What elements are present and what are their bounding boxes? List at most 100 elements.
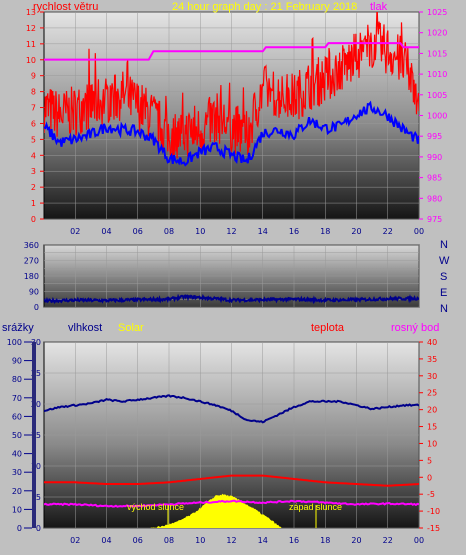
temperature-tick-label: 25 xyxy=(427,389,437,398)
wind-time-tick-label: 00 xyxy=(414,227,424,236)
temperature-tick-label: 40 xyxy=(427,338,437,347)
pressure-series xyxy=(44,42,419,61)
temperature-series xyxy=(44,474,419,487)
temperature-tick-label: -15 xyxy=(427,524,440,533)
climate-time-tick-label: 22 xyxy=(383,536,393,545)
wind-time-tick-label: 20 xyxy=(351,227,361,236)
wind-gust-series xyxy=(44,12,419,159)
temperature-tick-label: 0 xyxy=(427,473,432,482)
wind-time-tick-label: 06 xyxy=(133,227,143,236)
direction-tick-label: 90 xyxy=(29,288,39,297)
climate-time-tick-label: 20 xyxy=(351,536,361,545)
climate-time-tick-label: 18 xyxy=(320,536,330,545)
pressure-tick-label: 990 xyxy=(427,153,442,162)
wind-tick-label: 0 xyxy=(31,215,36,224)
wind-time-tick-label: 10 xyxy=(195,227,205,236)
humidity-series xyxy=(44,394,419,424)
rain-label: srážky xyxy=(2,322,34,334)
wind-time-tick-label: 16 xyxy=(289,227,299,236)
rain-tick-label: 50 xyxy=(12,431,22,440)
rain-tick-label: 30 xyxy=(12,468,22,477)
climate-time-tick-label: 12 xyxy=(226,536,236,545)
pressure-tick-label: 1000 xyxy=(427,112,447,121)
pressure-tick-label: 1005 xyxy=(427,91,447,100)
wind-tick-label: 9 xyxy=(31,72,36,81)
rain-tick-label: 80 xyxy=(12,375,22,384)
rain-tick-label: 70 xyxy=(12,394,22,403)
wind-tick-label: 5 xyxy=(31,135,36,144)
pressure-tick-label: 975 xyxy=(427,215,442,224)
wind-time-tick-label: 22 xyxy=(383,227,393,236)
wind-average-series xyxy=(44,100,419,167)
temperature-tick-label: -5 xyxy=(427,490,435,499)
wind-tick-label: 10 xyxy=(26,56,36,65)
pressure-tick-label: 1020 xyxy=(427,29,447,38)
compass-s: S xyxy=(440,271,447,283)
rain-tick-label: 60 xyxy=(12,412,22,421)
wind-time-tick-label: 14 xyxy=(258,227,268,236)
humidity-tick-label: 5 xyxy=(36,493,41,502)
rain-tick-label: 10 xyxy=(12,505,22,514)
rain-tick-label: 40 xyxy=(12,450,22,459)
climate-time-tick-label: 06 xyxy=(133,536,143,545)
climate-time-tick-label: 00 xyxy=(414,536,424,545)
direction-tick-label: 270 xyxy=(24,257,39,266)
sunrise-label: východ slunce xyxy=(127,502,184,512)
rain-axis-ticks: 0 10 20 30 40 50 60 70 80 90 100 xyxy=(7,338,32,533)
wind-time-tick-label: 12 xyxy=(226,227,236,236)
rain-axis-bar xyxy=(32,342,36,528)
wind-time-tick-label: 02 xyxy=(70,227,80,236)
climate-time-tick-label: 08 xyxy=(164,536,174,545)
wind-tick-label: 13 xyxy=(26,8,36,17)
wind-time-tick-label: 08 xyxy=(164,227,174,236)
direction-tick-label: 360 xyxy=(24,241,39,250)
dewpoint-label: rosný bod xyxy=(391,322,439,334)
climate-time-tick-label: 14 xyxy=(258,536,268,545)
wind-tick-label: 12 xyxy=(26,24,36,33)
wind-time-tick-label: 04 xyxy=(101,227,111,236)
compass-n-top: N xyxy=(440,239,448,251)
wind-tick-label: 6 xyxy=(31,119,36,128)
climate-time-axis-ticks: 02 04 06 08 10 12 14 16 18 20 22 00 xyxy=(70,536,424,545)
pressure-tick-label: 1015 xyxy=(427,49,447,58)
temperature-label: teplota xyxy=(311,322,345,334)
wind-tick-label: 8 xyxy=(31,88,36,97)
rain-tick-label: 100 xyxy=(7,338,22,347)
temperature-tick-label: 10 xyxy=(427,439,437,448)
temperature-tick-label: 30 xyxy=(427,372,437,381)
humidity-tick-label: 0 xyxy=(36,524,41,533)
temperature-tick-label: 15 xyxy=(427,423,437,432)
compass-n-bottom: N xyxy=(440,303,448,315)
wind-tick-label: 7 xyxy=(31,104,36,113)
direction-tick-label: 0 xyxy=(34,303,39,312)
humidity-label: vlhkost xyxy=(68,322,102,334)
rain-tick-label: 20 xyxy=(12,487,22,496)
climate-time-tick-label: 16 xyxy=(289,536,299,545)
compass-w: W xyxy=(439,255,450,267)
pressure-tick-label: 985 xyxy=(427,174,442,183)
pressure-label: tlak xyxy=(370,1,388,13)
wind-tick-label: 3 xyxy=(31,167,36,176)
pressure-tick-label: 1010 xyxy=(427,70,447,79)
wind-pressure-grid xyxy=(44,11,420,220)
pressure-axis-ticks: 975 980 985 990 995 1000 1005 1010 1015 1020 1025 xyxy=(419,8,447,224)
wind-time-axis-ticks: 02 04 06 08 10 12 14 16 18 20 22 00 xyxy=(70,227,424,236)
wind-speed-label: rychlost větru xyxy=(33,1,98,13)
wind-tick-label: 1 xyxy=(31,199,36,208)
direction-axis-ticks: 0 90 180 270 360 xyxy=(24,241,39,312)
rain-tick-label: 0 xyxy=(17,524,22,533)
climate-time-tick-label: 10 xyxy=(195,536,205,545)
rain-tick-label: 90 xyxy=(12,357,22,366)
temperature-tick-label: -10 xyxy=(427,507,440,516)
climate-time-tick-label: 04 xyxy=(101,536,111,545)
climate-grid xyxy=(44,341,420,529)
pressure-tick-label: 995 xyxy=(427,132,442,141)
temperature-tick-label: 20 xyxy=(427,406,437,415)
graph-title: 24 hour graph day : 21 February 2018 xyxy=(172,1,357,13)
pressure-tick-label: 980 xyxy=(427,194,442,203)
sunset-label: západ slunce xyxy=(289,502,342,512)
temperature-axis-ticks: -15 -10 -5 0 5 10 15 20 25 30 35 40 xyxy=(419,338,440,533)
dewpoint-series xyxy=(44,499,419,508)
